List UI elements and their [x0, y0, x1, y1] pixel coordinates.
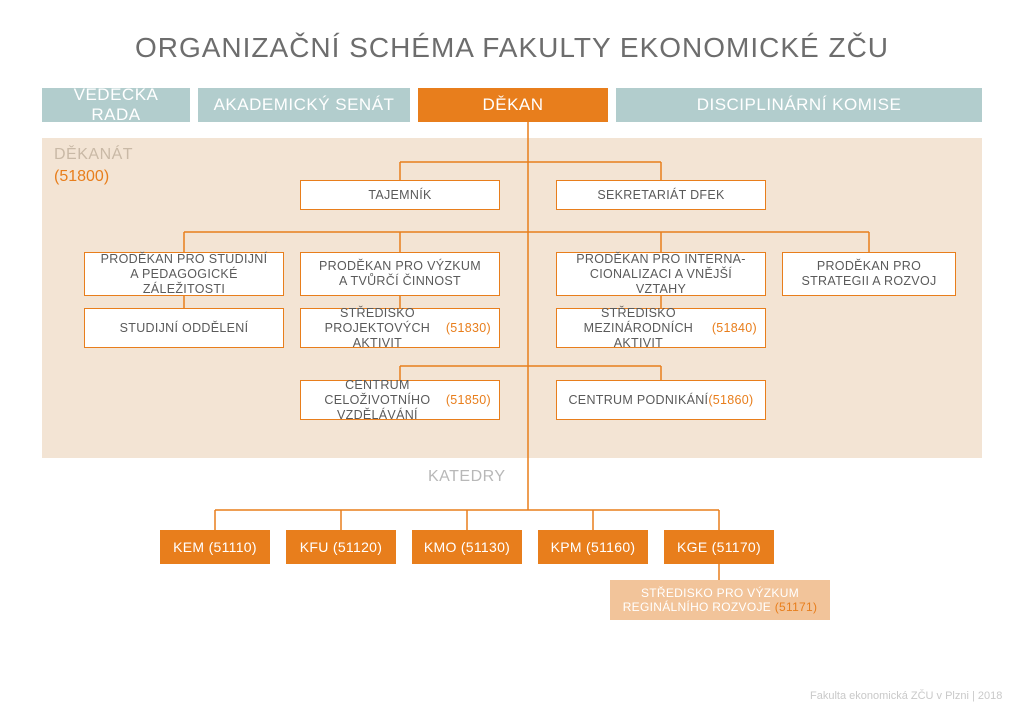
vedecka-rada-box: VĚDECKÁ RADA	[42, 88, 190, 122]
kge-box: KGE (51170)	[664, 530, 774, 564]
kpm-box: KPM (51160)	[538, 530, 648, 564]
kfu-box: KFU (51120)	[286, 530, 396, 564]
centrum-celoz-box: CENTRUM CELOŽIVOTNÍHOVZDĚLÁVÁNÍ (51850)	[300, 380, 500, 420]
disciplinarni-komise-box: DISCIPLINÁRNÍ KOMISE	[616, 88, 982, 122]
dekan-box: DĚKAN	[418, 88, 608, 122]
centrum-podnikani-box: CENTRUM PODNIKÁNÍ(51860)	[556, 380, 766, 420]
stredisko-mezi-box: STŘEDISKO MEZINÁRODNÍCHAKTIVIT (51840)	[556, 308, 766, 348]
stredisko-pro-vyzkum-label: STŘEDISKO PRO VÝZKUMREGINÁLNÍHO ROZVOJE …	[623, 586, 818, 615]
stredisko-projekt-box: STŘEDISKO PROJEKTOVÝCHAKTIVIT (51830)	[300, 308, 500, 348]
studijni-oddeleni-box: STUDIJNÍ ODDĚLENÍ	[84, 308, 284, 348]
prodekan-inter-box: PRODĚKAN PRO INTERNA-CIONALIZACI A VNĚJŠ…	[556, 252, 766, 296]
page-title: ORGANIZAČNÍ SCHÉMA FAKULTY EKONOMICKÉ ZČ…	[0, 32, 1024, 64]
dekanat-panel	[42, 138, 982, 458]
kmo-box: KMO (51130)	[412, 530, 522, 564]
dekanat-code: (51800)	[54, 168, 109, 186]
stredisko-pro-vyzkum-box: STŘEDISKO PRO VÝZKUMREGINÁLNÍHO ROZVOJE …	[610, 580, 830, 620]
sekretariat-box: SEKRETARIÁT DFEK	[556, 180, 766, 210]
akademicky-senat-box: AKADEMICKÝ SENÁT	[198, 88, 410, 122]
prodekan-studijni-box: PRODĚKAN PRO STUDIJNÍA PEDAGOGICKÉ ZÁLEŽ…	[84, 252, 284, 296]
org-chart-canvas: (51800) DĚKANÁT ORGANIZAČNÍ SCHÉMA FAKULT…	[0, 0, 1024, 710]
prodekan-vyzkum-box: PRODĚKAN PRO VÝZKUMA TVŮRČÍ ČINNOST	[300, 252, 500, 296]
tajemnik-box: TAJEMNÍK	[300, 180, 500, 210]
dekanat-label: DĚKANÁT	[54, 146, 133, 164]
kem-box: KEM (51110)	[160, 530, 270, 564]
footer-text: Fakulta ekonomická ZČU v Plzni | 2018	[810, 690, 1002, 702]
katedry-label: KATEDRY	[428, 468, 506, 486]
prodekan-strategie-box: PRODĚKAN PROSTRATEGII A ROZVOJ	[782, 252, 956, 296]
